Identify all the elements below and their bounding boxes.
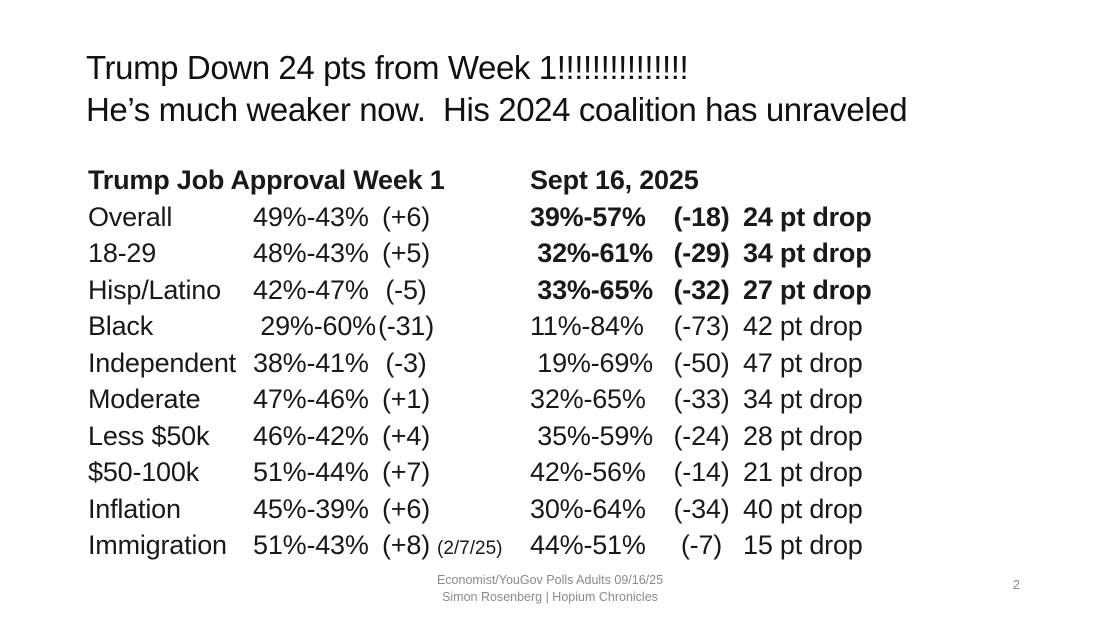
sept-margin: (-73): [673, 311, 730, 341]
poll-table: Trump Job Approval Week 1 Sept 16, 2025 …: [88, 162, 872, 564]
footer-source-line: Economist/YouGov Polls Adults 09/16/25: [436, 573, 664, 587]
point-drop: 24 pt drop: [743, 201, 872, 232]
sept-approval: 33%-65%: [530, 274, 653, 305]
week1-margin: (+8): [382, 530, 430, 560]
row-label: Immigration: [88, 530, 227, 560]
row-label: 18-29: [88, 238, 157, 268]
table-rows: Overall 49%-43% (+6) 39%-57% (-18) 24 pt…: [88, 199, 872, 564]
sept-margin: (-34): [673, 493, 730, 524]
week1-margin: (+6): [382, 201, 430, 232]
row-label: Overall: [88, 201, 173, 232]
sept-margin: (-7): [680, 530, 723, 560]
sept-margin: (-29): [673, 238, 730, 268]
row-label: $50-100k: [88, 457, 199, 487]
point-drop: 40 pt drop: [743, 493, 863, 524]
table-row: Overall 49%-43% (+6) 39%-57% (-18) 24 pt…: [88, 199, 872, 236]
week1-margin: (+1): [382, 384, 430, 414]
table-row: 18-29 48%-43% (+5) 32%-61% (-29) 34 pt d…: [88, 235, 872, 272]
row-label: Moderate: [88, 384, 201, 414]
week1-margin: (+5): [382, 238, 430, 268]
point-drop: 15 pt drop: [743, 530, 863, 560]
week1-approval: 46%-42%: [253, 420, 369, 451]
week1-column-header: Trump Job Approval Week 1: [88, 165, 445, 195]
point-drop: 42 pt drop: [743, 311, 863, 341]
point-drop: 27 pt drop: [743, 274, 872, 305]
sept-approval: 35%-59%: [530, 420, 653, 451]
slide-title-line1: Trump Down 24 pts from Week 1!!!!!!!!!!!…: [86, 49, 689, 86]
row-label: Black: [88, 311, 154, 341]
sept-margin: (-50): [673, 347, 730, 378]
row-label: Hisp/Latino: [88, 274, 221, 305]
table-row: Inflation 45%-39% (+6) 30%-64% (-34) 40 …: [88, 491, 872, 528]
row-label: Independent: [88, 347, 236, 378]
sept-column-header: Sept 16, 2025: [530, 165, 699, 195]
sept-margin: (-33): [673, 384, 730, 414]
sept-approval: 32%-65%: [530, 384, 646, 414]
sept-approval: 32%-61%: [530, 238, 653, 268]
sept-approval: 30%-64%: [530, 493, 646, 524]
table-row: Black 29%-60% (-31) 11%-84% (-73) 42 pt …: [88, 308, 872, 345]
point-drop: 21 pt drop: [743, 457, 863, 487]
point-drop: 28 pt drop: [743, 420, 863, 451]
week1-margin: (-3): [385, 347, 427, 378]
week1-approval: 45%-39%: [253, 493, 369, 524]
week1-margin: (+4): [382, 420, 430, 451]
week1-approval: 48%-43%: [253, 238, 369, 268]
table-header-row: Trump Job Approval Week 1 Sept 16, 2025: [88, 162, 872, 199]
slide-footer: Economist/YouGov Polls Adults 09/16/25 S…: [0, 572, 1100, 605]
week1-margin: (-5): [385, 274, 427, 305]
point-drop: 47 pt drop: [743, 347, 863, 378]
sept-margin: (-14): [673, 457, 730, 487]
week1-approval: 51%-43%: [253, 530, 369, 560]
week1-approval: 29%-60%: [253, 311, 376, 341]
sept-approval: 39%-57%: [530, 201, 646, 232]
sept-approval: 42%-56%: [530, 457, 646, 487]
week1-approval: 51%-44%: [253, 457, 369, 487]
row-label: Less $50k: [88, 420, 210, 451]
sept-margin: (-18): [673, 201, 730, 232]
table-row: $50-100k 51%-44% (+7) 42%-56% (-14) 21 p…: [88, 454, 872, 491]
row-label: Inflation: [88, 493, 181, 524]
table-row: Less $50k 46%-42% (+4) 35%-59% (-24) 28 …: [88, 418, 872, 455]
sept-approval: 44%-51%: [530, 530, 646, 560]
point-drop: 34 pt drop: [743, 384, 863, 414]
table-row: Hisp/Latino 42%-47% (-5) 33%-65% (-32) 2…: [88, 272, 872, 309]
week1-approval: 38%-41%: [253, 347, 369, 378]
week1-approval: 42%-47%: [253, 274, 369, 305]
sept-margin: (-24): [673, 420, 730, 451]
page-number: 2: [1012, 577, 1020, 592]
sept-approval: 11%-84%: [530, 311, 644, 341]
footer-author-line: Simon Rosenberg | Hopium Chronicles: [442, 589, 658, 604]
table-row: Immigration 51%-43% (+8) (2/7/25) 44%-51…: [88, 527, 872, 564]
week1-margin: (-31): [377, 311, 434, 341]
slide-title-line2: He’s much weaker now. His 2024 coalition…: [86, 91, 908, 128]
row-note: (2/7/25): [437, 538, 503, 559]
week1-margin: (+7): [382, 457, 430, 487]
week1-margin: (+6): [382, 493, 430, 524]
table-row: Moderate 47%-46% (+1) 32%-65% (-33) 34 p…: [88, 381, 872, 418]
week1-approval: 49%-43%: [253, 201, 369, 232]
point-drop: 34 pt drop: [743, 238, 872, 268]
sept-margin: (-32): [673, 274, 730, 305]
sept-approval: 19%-69%: [530, 347, 653, 378]
table-row: Independent 38%-41% (-3) 19%-69% (-50) 4…: [88, 345, 872, 382]
slide-title: Trump Down 24 pts from Week 1!!!!!!!!!!!…: [86, 47, 908, 131]
week1-approval: 47%-46%: [253, 384, 369, 414]
